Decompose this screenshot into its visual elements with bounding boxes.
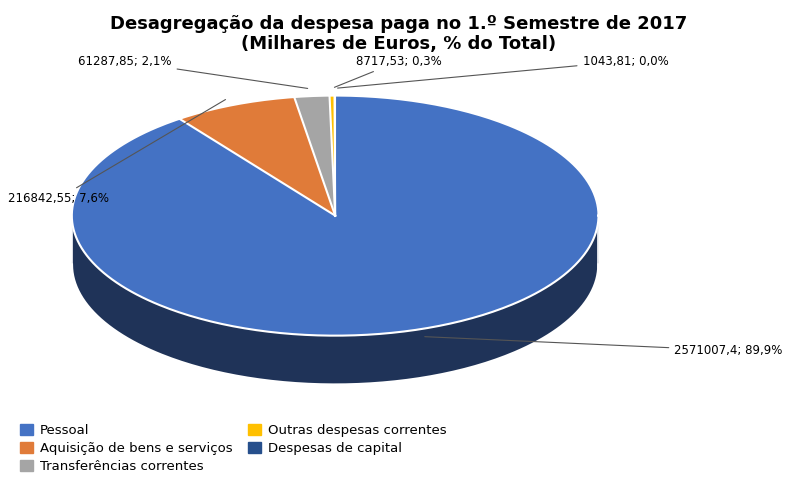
Text: Desagregação da despesa paga no 1.º Semestre de 2017
(Milhares de Euros, % do To: Desagregação da despesa paga no 1.º Seme… [110,15,688,53]
Polygon shape [294,96,335,216]
Polygon shape [180,97,335,216]
Polygon shape [72,219,598,385]
Polygon shape [72,96,598,336]
Legend: Pessoal, Aquisição de bens e serviços, Transferências correntes, Outras despesas: Pessoal, Aquisição de bens e serviços, T… [14,418,452,479]
Text: 61287,85; 2,1%: 61287,85; 2,1% [78,55,308,88]
Text: 216842,55; 7,6%: 216842,55; 7,6% [8,99,226,205]
Text: 2571007,4; 89,9%: 2571007,4; 89,9% [425,337,783,357]
Text: 1043,81; 0,0%: 1043,81; 0,0% [338,55,668,88]
Polygon shape [330,96,335,216]
Text: 8717,53; 0,3%: 8717,53; 0,3% [334,55,442,87]
Ellipse shape [72,145,598,385]
